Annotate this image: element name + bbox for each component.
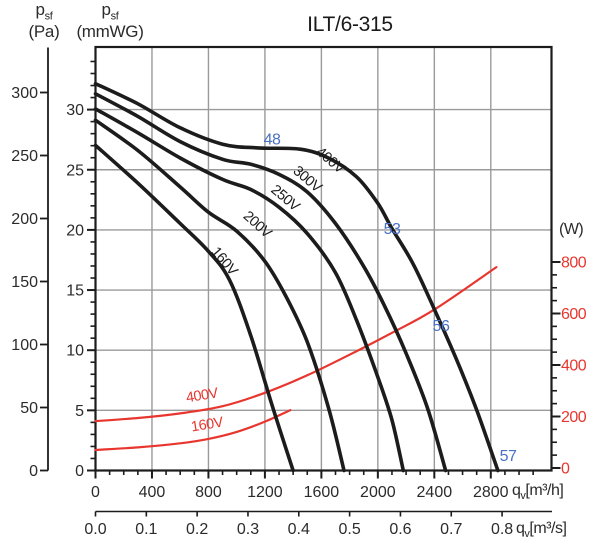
tick-label-m3s-0.5: 0.5 (338, 521, 360, 538)
noise-level-label-57: 57 (500, 448, 517, 465)
pressure-symbol-mmwg: psf (101, 0, 119, 23)
tick-label-w-200: 200 (561, 409, 587, 426)
tick-label-pa-150: 150 (11, 274, 38, 291)
pressure-symbol-pa: psf (35, 0, 53, 23)
tick-label-pa-0: 0 (29, 463, 38, 480)
tick-label-mmwg-15: 15 (66, 283, 84, 300)
tick-label-m3h-1600: 1600 (304, 484, 340, 501)
power-curve-label-400V: 400V (185, 385, 220, 406)
pressure-axis-title-pa: psf (Pa) (22, 0, 66, 42)
tick-label-m3s-0.1: 0.1 (135, 521, 157, 538)
tick-label-pa-300: 300 (11, 85, 38, 102)
flow-axis-label-m3h: qv[m³/h] (512, 482, 564, 503)
pressure-curve-300V (93, 92, 448, 473)
tick-label-mmwg-25: 25 (66, 162, 84, 179)
tick-label-pa-50: 50 (20, 400, 38, 417)
noise-level-label-48: 48 (264, 132, 281, 149)
tick-label-pa-250: 250 (11, 148, 38, 165)
noise-level-label-56: 56 (433, 318, 450, 335)
tick-label-m3h-400: 400 (139, 484, 166, 501)
tick-label-m3s-0.2: 0.2 (186, 521, 208, 538)
pressure-unit-mmwg: (mmWG) (76, 22, 144, 42)
tick-label-mmwg-5: 5 (75, 403, 84, 420)
power-axis-title: (W) (559, 221, 584, 238)
curve-label-160V: 160V (208, 244, 241, 279)
pressure-curve-250V (93, 107, 406, 473)
tick-label-m3h-1200: 1200 (247, 484, 283, 501)
pressure-axis-title-mmwg: psf (mmWG) (70, 0, 150, 42)
tick-label-w-600: 600 (561, 306, 587, 323)
chart-title: ILT/6-315 (307, 13, 393, 36)
tick-label-pa-100: 100 (11, 337, 38, 354)
tick-label-w-0: 0 (561, 461, 570, 478)
tick-label-m3h-2000: 2000 (360, 484, 396, 501)
tick-label-m3h-2400: 2400 (417, 484, 453, 501)
tick-label-mmwg-30: 30 (66, 102, 84, 119)
pressure-curve-200V (93, 118, 346, 473)
tick-label-m3s-0.6: 0.6 (389, 521, 411, 538)
tick-label-m3s-0.7: 0.7 (440, 521, 462, 538)
tick-label-m3h-800: 800 (195, 484, 222, 501)
tick-label-w-800: 800 (561, 255, 587, 272)
tick-label-mmwg-20: 20 (66, 222, 84, 239)
tick-label-m3h-0: 0 (91, 484, 100, 501)
tick-label-w-400: 400 (561, 358, 587, 375)
flow-axis-label-m3s: qv[m³/s] (516, 520, 567, 541)
power-curve-160V (94, 409, 292, 452)
tick-label-mmwg-10: 10 (66, 343, 84, 360)
tick-label-m3s-0.4: 0.4 (288, 521, 310, 538)
plot-border (94, 45, 553, 472)
curve-label-400V: 400V (313, 144, 348, 177)
power-curve-400V (94, 266, 498, 423)
tick-label-mmwg-0: 0 (75, 463, 84, 480)
tick-label-m3s-0.3: 0.3 (237, 521, 259, 538)
tick-label-pa-200: 200 (11, 211, 38, 228)
noise-level-label-53: 53 (384, 221, 401, 238)
pressure-curve-160V (93, 143, 295, 473)
tick-label-m3h-2800: 2800 (473, 484, 509, 501)
pressure-unit-pa: (Pa) (28, 22, 60, 42)
power-curve-label-160V: 160V (190, 414, 225, 435)
tick-label-m3s-0.0: 0.0 (84, 521, 106, 538)
tick-label-m3s-0.8: 0.8 (491, 521, 513, 538)
pressure-curve-400V (93, 81, 500, 473)
